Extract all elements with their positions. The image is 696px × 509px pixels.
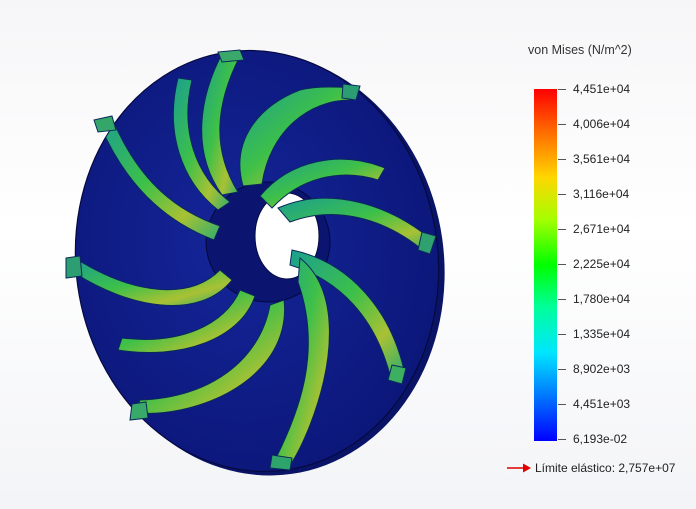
scale-label: 8,902e+03: [573, 362, 631, 376]
scale-label: 4,006e+04: [573, 117, 631, 131]
legend-title: von Mises (N/m^2): [528, 43, 632, 57]
scale-label: 2,671e+04: [573, 222, 631, 236]
blade-3: [259, 158, 386, 209]
scale-tick: [558, 194, 566, 195]
scale-tick: [558, 124, 566, 125]
scale-tick: [558, 439, 566, 440]
scale-tick: [558, 404, 566, 405]
scale-tick: [558, 299, 566, 300]
scale-tick: [558, 229, 566, 230]
scale-tick: [558, 89, 566, 90]
blade-8: [117, 289, 256, 353]
yield-strength-indicator: Límite elástico: 2,757e+07: [506, 460, 675, 476]
scale-tick: [558, 264, 566, 265]
scale-label: 4,451e+04: [573, 82, 631, 96]
blade-7: [134, 299, 286, 414]
blade-6: [275, 257, 330, 466]
scale-label: 3,116e+04: [573, 187, 630, 201]
scale-tick: [558, 369, 566, 370]
blade-tips: [65, 49, 437, 471]
scale-tick: [558, 159, 566, 160]
scale-tick: [558, 334, 566, 335]
scale-label: 4,451e+03: [573, 397, 631, 411]
scale-label: 1,335e+04: [573, 327, 631, 341]
red-arrow-icon: [507, 463, 531, 473]
yield-strength-label: Límite elástico: 2,757e+07: [535, 461, 676, 475]
blade-2: [239, 86, 356, 187]
scale-label: 1,780e+04: [573, 292, 631, 306]
blade-11: [172, 77, 231, 211]
scale-label: 2,225e+04: [573, 257, 631, 271]
impeller-blades: [69, 51, 433, 466]
color-scale-bar: [534, 89, 557, 441]
scale-label: 3,561e+04: [573, 152, 631, 166]
scale-label: 6,193e-02: [573, 432, 628, 446]
impeller-stress-plot[interactable]: [0, 0, 500, 509]
